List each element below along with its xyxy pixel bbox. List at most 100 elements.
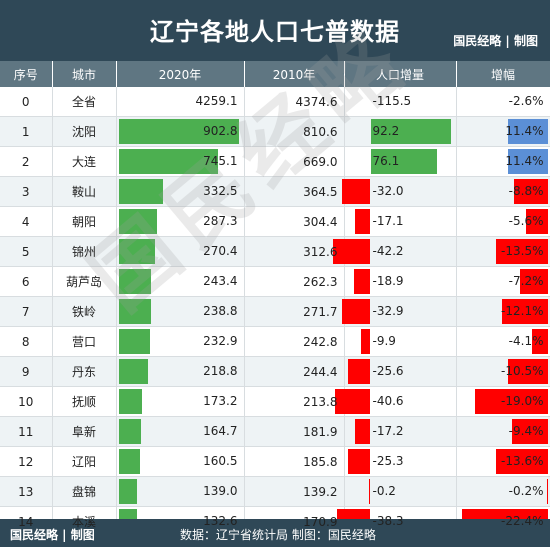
value-2010: 262.3 [303,274,338,289]
city-label: 丹东 [71,365,96,379]
bar-delta [347,359,370,384]
cell-delta: -115.5 [344,87,457,117]
cell-delta: -25.6 [344,356,457,387]
cell-delta: 76.1 [344,146,457,177]
bar-2020 [118,359,148,384]
bar-delta [341,179,370,204]
value-rate: -4.1% [508,334,544,348]
bar-rate [525,209,548,234]
cell-index: 12 [0,446,53,477]
value-2020: 160.5 [203,454,238,468]
table-row: 11 阜新 164.7 181.9 -17.2 -9.4% [0,416,550,447]
city-label: 营口 [71,335,96,349]
index-label: 9 [21,364,30,379]
value-delta: 76.1 [372,154,400,168]
value-2020: 164.7 [203,424,238,438]
value-2020: 173.2 [203,394,238,408]
cell-2010: 262.3 [244,266,345,297]
col-header-delta: 人口增量 [344,61,457,87]
value-rate: -9.4% [508,424,544,438]
value-2020: 902.8 [203,124,238,138]
cell-2020: 173.2 [116,386,245,417]
city-label: 抚顺 [71,395,96,409]
city-label: 锦州 [71,245,96,259]
cell-rate: -4.1% [456,326,550,357]
footer-source: 数据：辽宁省统计局 制图：国民经略 [180,528,376,542]
value-delta: -32.0 [372,184,404,198]
value-2020: 332.5 [203,184,238,198]
col-header-2020: 2020年 [116,61,245,87]
bar-2020 [118,269,151,294]
index-label: 0 [21,94,30,109]
bar-delta [347,449,370,474]
cell-index: 10 [0,386,53,417]
bar-2020 [118,389,142,414]
cell-index: 6 [0,266,53,297]
cell-2010: 185.8 [244,446,345,477]
cell-city: 营口 [52,326,117,357]
bar-rate [507,149,548,174]
city-label: 鞍山 [71,185,96,199]
cell-2010: 181.9 [244,416,345,447]
cell-2020: 745.1 [116,146,245,177]
value-delta: -17.1 [372,214,404,228]
table-row: 8 营口 232.9 242.8 -9.9 -4.1% [0,326,550,357]
cell-rate: 11.4% [456,116,550,147]
value-2010: 271.7 [303,304,338,319]
value-2010: 185.8 [303,454,338,469]
value-rate: -12.1% [501,304,544,318]
value-delta: 92.2 [372,124,400,138]
value-2020: 745.1 [203,154,238,168]
cell-index: 7 [0,296,53,327]
cell-city: 铁岭 [52,296,117,327]
bar-2020 [118,209,157,234]
bar-rate [501,299,548,324]
value-2010: 364.5 [303,184,338,199]
footer-brand: 国民经略 | 制图 [10,528,95,542]
city-label: 葫芦岛 [65,275,102,289]
bar-2020 [118,299,151,324]
bar-rate [513,179,548,204]
table-row: 7 铁岭 238.8 271.7 -32.9 -12.1% [0,296,550,327]
cell-2010: 364.5 [244,176,345,207]
bar-2020 [118,449,140,474]
bar-2020 [118,329,150,354]
col-header-index: 序号 [0,61,53,87]
cell-city: 抚顺 [52,386,117,417]
bar-delta [354,419,370,444]
table-row: 6 葫芦岛 243.4 262.3 -18.9 -7.2% [0,266,550,297]
bar-delta [370,149,437,174]
cell-index: 11 [0,416,53,447]
city-label: 沈阳 [71,125,96,139]
bar-2020 [118,419,141,444]
header-bar: 辽宁各地人口七普数据 国民经略 | 制图 [0,0,550,61]
cell-index: 5 [0,236,53,267]
cell-index: 1 [0,116,53,147]
value-rate: -2.6% [508,94,544,108]
value-rate: -13.5% [501,244,544,258]
cell-delta: -25.3 [344,446,457,477]
bar-2020 [118,149,218,174]
table-row: 12 辽阳 160.5 185.8 -25.3 -13.6% [0,446,550,477]
cell-rate: -7.2% [456,266,550,297]
cell-city: 朝阳 [52,206,117,237]
cell-2010: 669.0 [244,146,345,177]
value-2010: 242.8 [303,334,338,349]
bar-2020 [118,239,155,264]
cell-city: 锦州 [52,236,117,267]
col-header-2010: 2010年 [244,61,345,87]
cell-rate: -10.5% [456,356,550,387]
cell-2010: 213.8 [244,386,345,417]
cell-city: 沈阳 [52,116,117,147]
table-row: 3 鞍山 332.5 364.5 -32.0 -8.8% [0,176,550,207]
index-label: 10 [18,394,34,409]
value-2010: 244.4 [303,364,338,379]
bar-rate [495,239,548,264]
cell-rate: -8.8% [456,176,550,207]
value-2010: 669.0 [303,154,338,169]
cell-rate: -13.5% [456,236,550,267]
bar-rate [531,329,548,354]
brand-label: 国民经略 | 制图 [453,34,538,48]
cell-index: 3 [0,176,53,207]
cell-delta: -32.9 [341,296,457,327]
